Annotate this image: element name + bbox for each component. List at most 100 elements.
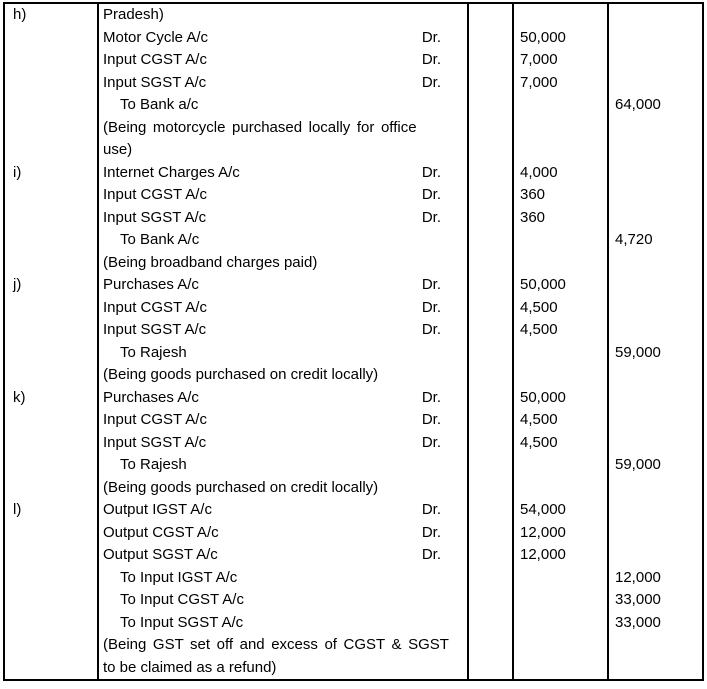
journal-entry-line: Output SGST A/c Dr.	[99, 544, 467, 567]
dr-marker: Dr.	[421, 51, 441, 69]
debit-amount-empty	[514, 589, 607, 612]
debit-amount: 50,000	[520, 276, 566, 294]
debit-amount-empty	[514, 477, 607, 500]
ledger-folio-cell	[469, 544, 512, 567]
journal-entry-line: To Input IGST A/c	[99, 567, 467, 590]
credit-amount-empty	[609, 634, 702, 657]
journal-entry-line: To Input CGST A/c	[99, 589, 467, 612]
credit-amount: 33,000	[615, 613, 661, 631]
dr-marker: Dr.	[421, 546, 441, 564]
ledger-folio-cell	[469, 522, 512, 545]
entry-letter-empty	[5, 364, 97, 387]
dr-marker: Dr.	[421, 388, 441, 406]
journal-entry-line: Output CGST A/c Dr.	[99, 522, 467, 545]
entry-letter: h)	[13, 6, 27, 23]
entry-letter-empty	[5, 117, 97, 140]
debit-amount: 7,000	[520, 73, 558, 91]
debit-amount-empty	[514, 634, 607, 657]
particulars-text: Input CGST A/c	[103, 411, 207, 429]
credit-amount: 4,720	[615, 231, 653, 249]
particulars-text: Input SGST A/c	[103, 433, 207, 451]
ledger-folio-cell	[469, 72, 512, 95]
column-entry-letter: h) i) j) k) l)	[3, 4, 97, 680]
ledger-folio-cell	[469, 567, 512, 590]
ledger-folio-cell	[469, 342, 512, 365]
debit-amount: 4,500	[520, 321, 558, 339]
debit-amount-empty	[514, 229, 607, 252]
debit-amount: 4,500	[520, 298, 558, 316]
entry-letter-empty	[5, 522, 97, 545]
particulars-text: To Input SGST A/c	[120, 613, 244, 631]
credit-amount-empty	[609, 139, 702, 162]
credit-amount: 59,000	[615, 456, 661, 474]
credit-amount-empty	[609, 162, 702, 185]
ledger-folio-cell	[469, 139, 512, 162]
entry-letter-empty	[5, 589, 97, 612]
debit-amount-empty	[514, 454, 607, 477]
ledger-folio-cell	[469, 274, 512, 297]
particulars-text: (Being goods purchased on credit locally…	[103, 366, 379, 384]
entry-letter-empty	[5, 634, 97, 657]
journal-entry-line: use)	[99, 139, 467, 162]
narration-line: (Being broadband charges paid)	[99, 252, 467, 275]
particulars-text: Input SGST A/c	[103, 208, 207, 226]
ledger-folio-cell	[469, 634, 512, 657]
ledger-folio-cell	[469, 27, 512, 50]
dr-marker: Dr.	[421, 163, 441, 181]
particulars-text: To Input IGST A/c	[120, 568, 238, 586]
narration-line: (Being motorcycle purchased locally for …	[99, 117, 467, 140]
debit-amount-empty	[514, 657, 607, 680]
credit-amount-empty	[609, 184, 702, 207]
credit-amount-empty	[609, 27, 702, 50]
entry-letter-empty	[5, 252, 97, 275]
credit-amount-empty	[609, 117, 702, 140]
narration-line: (Being goods purchased on credit locally…	[99, 364, 467, 387]
credit-amount-empty	[609, 657, 702, 680]
ledger-folio-cell	[469, 184, 512, 207]
ledger-folio-cell	[469, 657, 512, 680]
credit-amount-empty	[609, 544, 702, 567]
journal-entry-line: To Bank a/c	[99, 94, 467, 117]
particulars-text: Purchases A/c	[103, 388, 199, 406]
credit-amount: 64,000	[615, 96, 661, 114]
dr-marker: Dr.	[421, 186, 441, 204]
entry-letter-empty	[5, 409, 97, 432]
credit-amount-empty	[609, 432, 702, 455]
journal-entry-line: Input CGST A/c Dr.	[99, 49, 467, 72]
entry-letter: j)	[13, 276, 22, 294]
debit-amount: 50,000	[520, 388, 566, 406]
ledger-folio-cell	[469, 49, 512, 72]
particulars-text: Input CGST A/c	[103, 298, 207, 316]
entry-letter-empty	[5, 297, 97, 320]
debit-amount-empty	[514, 117, 607, 140]
journal-entry-line: Purchases A/c Dr.	[99, 274, 467, 297]
journal-entry-line: Input SGST A/c Dr.	[99, 432, 467, 455]
journal-entries-table: h) i) j) k) l) Pradesh) Motor Cycle A/c Dr. Inp…	[3, 2, 704, 682]
debit-amount-empty	[514, 342, 607, 365]
ledger-folio-cell	[469, 409, 512, 432]
credit-amount-empty	[609, 409, 702, 432]
particulars-text: use)	[103, 141, 133, 159]
dr-marker: Dr.	[421, 298, 441, 316]
journal-entry-line: Input SGST A/c Dr.	[99, 72, 467, 95]
journal-entry-line: Motor Cycle A/c Dr.	[99, 27, 467, 50]
credit-amount: 59,000	[615, 343, 661, 361]
ledger-folio-cell	[469, 252, 512, 275]
particulars-text: (Being motorcycle purchased locally for …	[103, 118, 417, 136]
credit-amount: 12,000	[615, 568, 661, 586]
ledger-folio-cell	[469, 387, 512, 410]
debit-amount-empty	[514, 139, 607, 162]
debit-amount: 360	[520, 208, 546, 226]
particulars-text: Internet Charges A/c	[103, 163, 240, 181]
ledger-folio-cell	[469, 432, 512, 455]
particulars-text: (Being goods purchased on credit locally…	[103, 478, 379, 496]
debit-amount-empty	[514, 364, 607, 387]
dr-marker: Dr.	[421, 411, 441, 429]
particulars-text: To Bank a/c	[120, 96, 199, 114]
debit-amount: 360	[520, 186, 546, 204]
ledger-folio-cell	[469, 499, 512, 522]
credit-amount-empty	[609, 252, 702, 275]
journal-entry-line: Input CGST A/c Dr.	[99, 409, 467, 432]
journal-entry-line: To Rajesh	[99, 454, 467, 477]
dr-marker: Dr.	[421, 276, 441, 294]
